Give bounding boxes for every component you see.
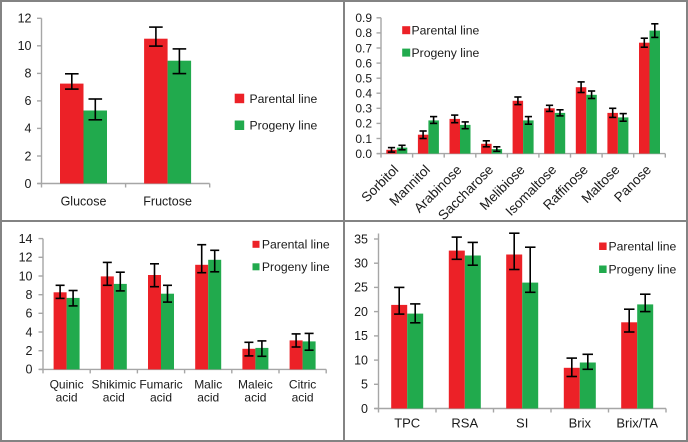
svg-text:10: 10 xyxy=(18,39,32,53)
svg-text:Progeny line: Progeny line xyxy=(250,119,318,133)
svg-text:12: 12 xyxy=(19,251,33,265)
svg-text:8: 8 xyxy=(25,67,32,81)
svg-text:20: 20 xyxy=(354,305,368,319)
svg-text:14: 14 xyxy=(19,232,33,246)
svg-text:2: 2 xyxy=(26,344,33,358)
svg-text:35: 35 xyxy=(354,232,368,246)
svg-text:0.4: 0.4 xyxy=(355,87,372,101)
svg-text:0: 0 xyxy=(26,363,33,377)
svg-text:0.8: 0.8 xyxy=(355,26,372,40)
svg-text:Quinic: Quinic xyxy=(50,378,84,392)
svg-text:10: 10 xyxy=(19,269,33,283)
svg-text:0.2: 0.2 xyxy=(355,117,372,131)
svg-text:Fumaric: Fumaric xyxy=(139,378,182,392)
svg-text:25: 25 xyxy=(354,281,368,295)
svg-text:Maleic: Maleic xyxy=(238,378,273,392)
svg-text:0.1: 0.1 xyxy=(355,132,372,146)
svg-text:6: 6 xyxy=(26,307,33,321)
svg-text:8: 8 xyxy=(26,288,33,302)
svg-text:Shikimic: Shikimic xyxy=(91,378,136,392)
svg-text:Parental line: Parental line xyxy=(609,240,677,254)
svg-text:acid: acid xyxy=(197,391,219,405)
svg-text:Parental line: Parental line xyxy=(412,24,480,38)
svg-text:Parental line: Parental line xyxy=(250,92,318,106)
svg-text:0.3: 0.3 xyxy=(355,102,372,116)
svg-text:12: 12 xyxy=(18,12,32,26)
svg-text:Progeny line: Progeny line xyxy=(609,263,677,277)
svg-text:Fructose: Fructose xyxy=(143,194,192,208)
svg-text:10: 10 xyxy=(354,353,368,367)
svg-text:acid: acid xyxy=(56,391,78,405)
svg-text:acid: acid xyxy=(103,391,125,405)
svg-text:acid: acid xyxy=(244,391,266,405)
svg-text:0.9: 0.9 xyxy=(355,11,372,25)
svg-text:0.5: 0.5 xyxy=(355,72,372,86)
svg-text:4: 4 xyxy=(25,122,32,136)
svg-text:0.7: 0.7 xyxy=(355,41,372,55)
svg-text:Malic: Malic xyxy=(194,378,222,392)
svg-text:15: 15 xyxy=(354,329,368,343)
svg-text:30: 30 xyxy=(354,257,368,271)
svg-text:0: 0 xyxy=(361,402,368,416)
svg-text:SI: SI xyxy=(516,415,528,430)
svg-text:Progeny line: Progeny line xyxy=(262,260,330,274)
svg-text:0.6: 0.6 xyxy=(355,56,372,70)
svg-text:TPC: TPC xyxy=(394,415,420,430)
svg-text:acid: acid xyxy=(292,391,314,405)
svg-text:2: 2 xyxy=(25,149,32,163)
svg-text:0.0: 0.0 xyxy=(355,147,372,161)
svg-text:Progeny line: Progeny line xyxy=(412,46,480,60)
svg-text:Citric: Citric xyxy=(289,378,316,392)
svg-text:6: 6 xyxy=(25,94,32,108)
svg-text:5: 5 xyxy=(361,378,368,392)
svg-text:RSA: RSA xyxy=(451,415,478,430)
svg-text:Parental line: Parental line xyxy=(262,238,330,252)
svg-text:4: 4 xyxy=(26,325,33,339)
svg-text:acid: acid xyxy=(150,391,172,405)
svg-text:Glucose: Glucose xyxy=(61,194,107,208)
svg-text:Brix: Brix xyxy=(569,415,592,430)
svg-text:Brix/TA: Brix/TA xyxy=(616,415,658,430)
svg-text:0: 0 xyxy=(25,177,32,191)
